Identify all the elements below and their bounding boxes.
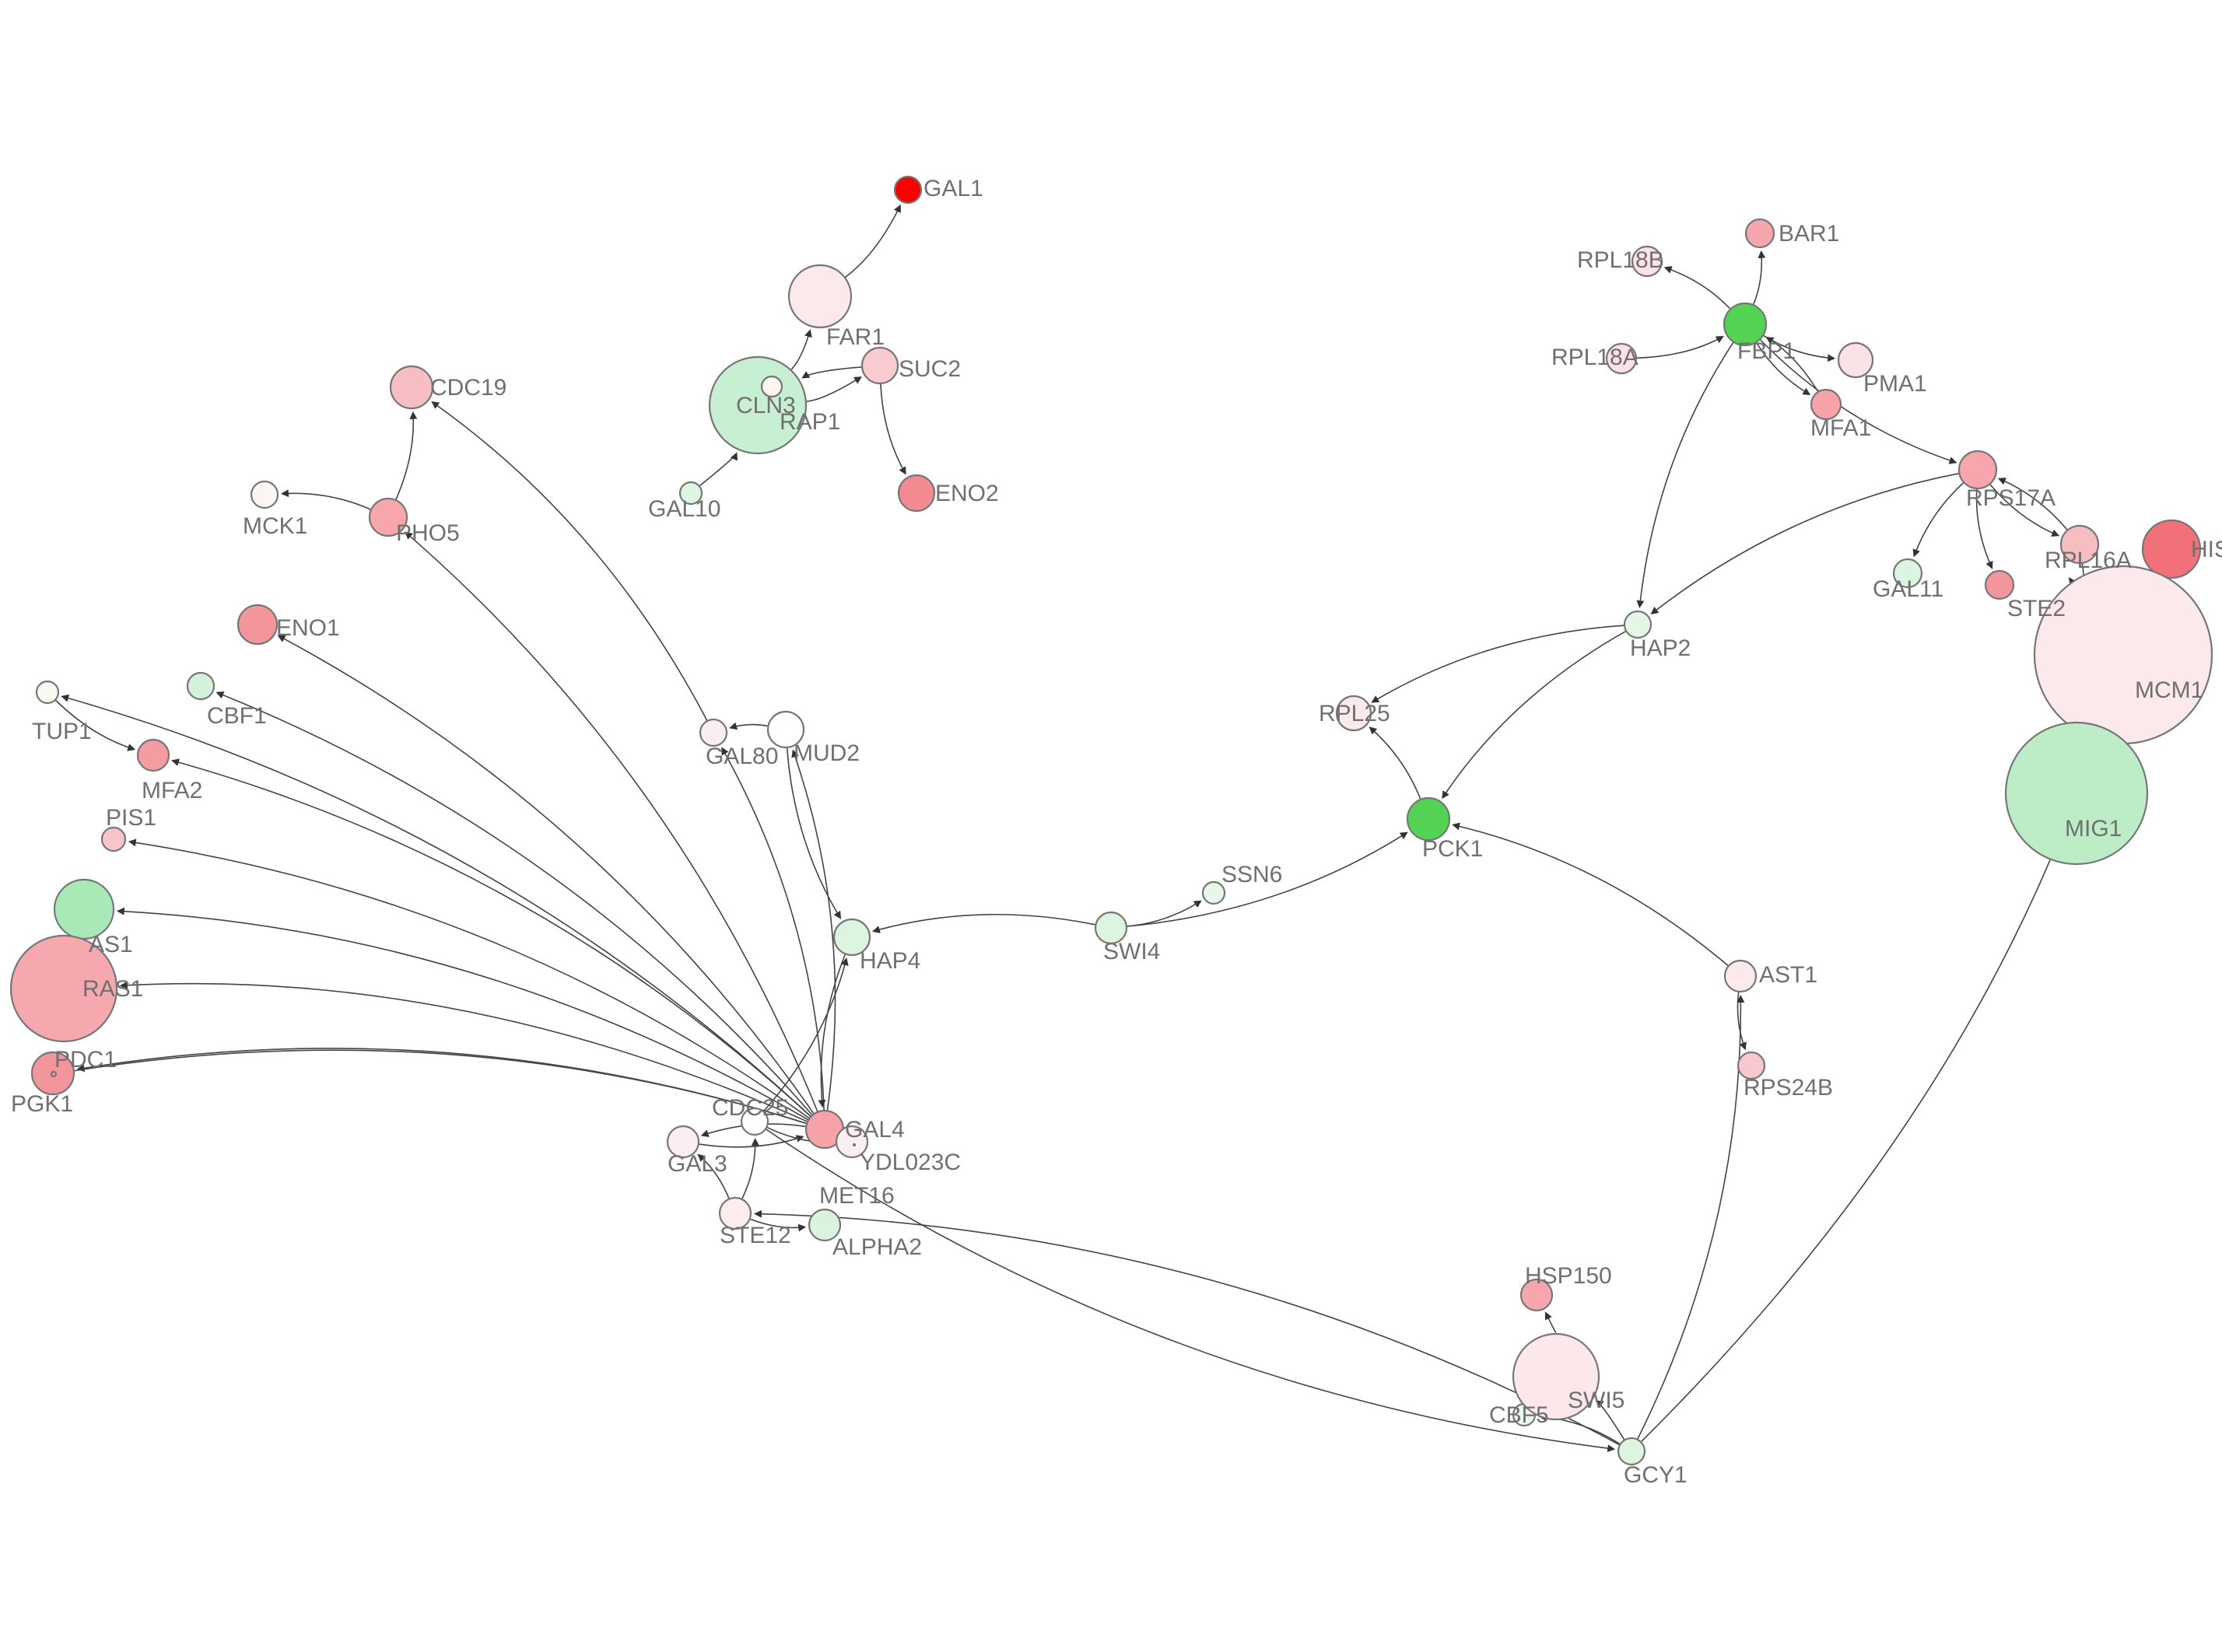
svg-text:RAP1: RAP1 — [780, 409, 840, 435]
svg-text:HSP150: HSP150 — [1525, 1263, 1612, 1289]
svg-text:MFA1: MFA1 — [1810, 415, 1871, 441]
svg-text:SUC2: SUC2 — [899, 356, 961, 382]
svg-text:TUP1: TUP1 — [32, 719, 92, 744]
svg-text:MIG1: MIG1 — [2065, 816, 2122, 842]
svg-text:CDC25: CDC25 — [712, 1095, 788, 1121]
svg-text:PIS1: PIS1 — [106, 805, 156, 831]
svg-text:STE2: STE2 — [2007, 596, 2066, 621]
svg-text:ALPHA2: ALPHA2 — [832, 1234, 922, 1260]
svg-text:CBF1: CBF1 — [207, 703, 267, 729]
svg-text:PMA1: PMA1 — [1863, 371, 1927, 397]
svg-text:HAP4: HAP4 — [860, 948, 920, 974]
svg-text:MUD2: MUD2 — [794, 740, 860, 766]
svg-text:ENO2: ENO2 — [935, 481, 999, 506]
svg-text:SWI4: SWI4 — [1103, 939, 1160, 964]
svg-text:RPS17A: RPS17A — [1966, 485, 2056, 511]
svg-text:HIS4: HIS4 — [2191, 537, 2222, 562]
svg-text:SWI5: SWI5 — [1568, 1388, 1624, 1413]
svg-text:BAR1: BAR1 — [1779, 221, 1839, 247]
svg-text:PCK1: PCK1 — [1422, 836, 1483, 862]
svg-text:AST1: AST1 — [1759, 962, 1817, 988]
svg-text:YDL023C: YDL023C — [860, 1150, 961, 1175]
svg-text:GAL80: GAL80 — [706, 744, 778, 769]
svg-text:SSN6: SSN6 — [1221, 862, 1282, 887]
svg-text:AS1: AS1 — [89, 932, 133, 957]
svg-text:PGK1: PGK1 — [11, 1091, 73, 1117]
svg-text:RPL18A: RPL18A — [1551, 345, 1638, 370]
svg-text:HAP2: HAP2 — [1630, 635, 1691, 661]
svg-text:GAL10: GAL10 — [648, 496, 720, 522]
svg-text:CBF5: CBF5 — [1489, 1402, 1549, 1428]
svg-text:MCM1: MCM1 — [2135, 677, 2203, 703]
svg-text:CDC19: CDC19 — [430, 375, 506, 401]
svg-text:MFA2: MFA2 — [142, 778, 202, 803]
svg-text:PHO5: PHO5 — [396, 520, 460, 546]
svg-text:RPS24B: RPS24B — [1744, 1075, 1833, 1101]
svg-text:GCY1: GCY1 — [1624, 1462, 1688, 1488]
svg-text:RPL25: RPL25 — [1319, 701, 1390, 726]
svg-text:PDC1: PDC1 — [54, 1047, 117, 1073]
svg-text:STE12: STE12 — [720, 1223, 791, 1248]
svg-text:RPL16A: RPL16A — [2045, 548, 2132, 573]
svg-text:GAL3: GAL3 — [668, 1151, 727, 1177]
svg-text:ENO1: ENO1 — [276, 615, 340, 641]
svg-text:RPL18B: RPL18B — [1577, 247, 1664, 273]
svg-text:MCK1: MCK1 — [243, 513, 307, 539]
svg-text:MET16: MET16 — [819, 1183, 895, 1209]
svg-text:FAR1: FAR1 — [826, 324, 885, 350]
svg-text:GAL1: GAL1 — [923, 176, 983, 201]
svg-text:RAS1: RAS1 — [82, 976, 143, 1002]
svg-text:GAL11: GAL11 — [1873, 576, 1943, 602]
svg-text:FBP1: FBP1 — [1737, 338, 1796, 364]
svg-text:GAL4: GAL4 — [845, 1117, 905, 1143]
